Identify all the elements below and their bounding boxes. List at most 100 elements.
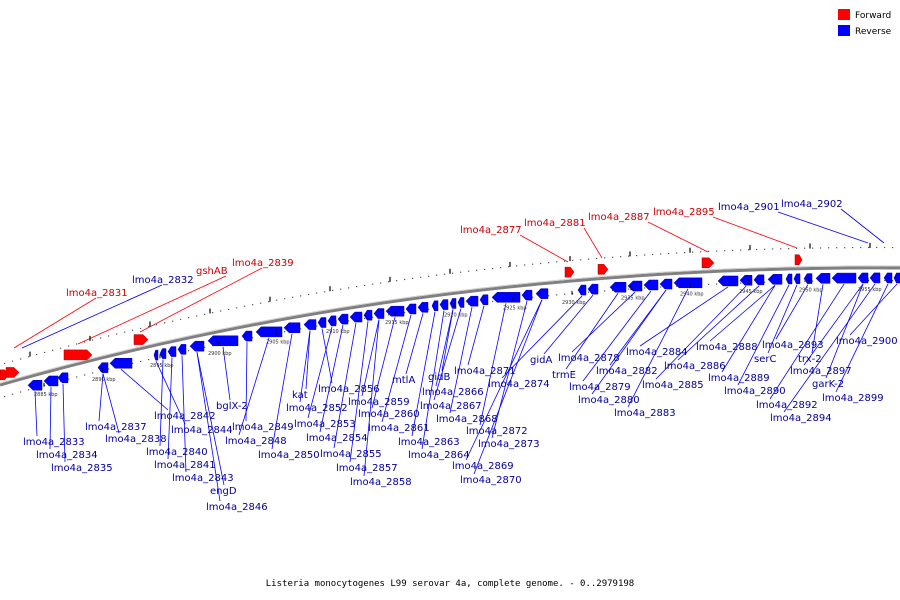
reverse-gene[interactable] bbox=[521, 289, 533, 301]
reverse-gene[interactable] bbox=[337, 313, 349, 325]
reverse-gene-label[interactable]: trx-2 bbox=[798, 354, 822, 365]
forward-gene[interactable] bbox=[794, 254, 803, 266]
reverse-gene[interactable] bbox=[815, 273, 831, 284]
reverse-gene[interactable] bbox=[167, 346, 177, 357]
reverse-gene[interactable] bbox=[431, 300, 439, 311]
reverse-gene-label[interactable]: lmo4a_2882 bbox=[596, 366, 658, 377]
forward-gene[interactable] bbox=[5, 367, 20, 378]
reverse-gene-label[interactable]: bglX-2 bbox=[216, 401, 248, 412]
reverse-gene-label[interactable]: lmo4a_2888 bbox=[696, 342, 758, 353]
reverse-gene[interactable] bbox=[159, 348, 167, 359]
forward-gene-label[interactable]: gshAB bbox=[196, 266, 228, 277]
reverse-gene[interactable] bbox=[363, 309, 373, 321]
forward-gene-label[interactable]: lmo4a_2831 bbox=[66, 288, 128, 299]
reverse-gene-label[interactable]: lmo4a_2868 bbox=[436, 414, 498, 425]
reverse-gene[interactable] bbox=[831, 272, 857, 284]
reverse-gene-label[interactable]: lmo4a_2864 bbox=[408, 450, 470, 461]
reverse-gene-label[interactable]: lmo4a_2852 bbox=[286, 403, 348, 414]
reverse-gene[interactable] bbox=[373, 308, 385, 319]
reverse-gene[interactable] bbox=[207, 335, 239, 347]
reverse-gene[interactable] bbox=[153, 349, 159, 361]
reverse-gene-label[interactable]: lmo4a_2854 bbox=[306, 433, 368, 444]
reverse-gene[interactable] bbox=[405, 303, 417, 315]
reverse-gene[interactable] bbox=[717, 275, 739, 287]
reverse-gene-label[interactable]: lmo4a_2833 bbox=[23, 437, 85, 448]
reverse-gene[interactable] bbox=[349, 311, 363, 323]
reverse-gene[interactable] bbox=[439, 299, 449, 310]
reverse-gene-label[interactable]: trmE bbox=[552, 370, 576, 381]
reverse-gene-label[interactable]: lmo4a_2849 bbox=[232, 422, 294, 433]
reverse-gene[interactable] bbox=[57, 372, 69, 384]
reverse-gene[interactable] bbox=[479, 294, 489, 306]
reverse-gene[interactable] bbox=[643, 279, 659, 291]
forward-gene[interactable] bbox=[701, 257, 715, 269]
reverse-gene[interactable] bbox=[627, 280, 643, 292]
reverse-gene[interactable] bbox=[417, 302, 429, 313]
reverse-gene-label[interactable]: lmo4a_2878 bbox=[558, 353, 620, 364]
reverse-gene-label[interactable]: lmo4a_2859 bbox=[348, 397, 410, 408]
reverse-gene-label[interactable]: lmo4a_2874 bbox=[488, 379, 550, 390]
reverse-gene[interactable] bbox=[857, 272, 869, 284]
forward-gene[interactable] bbox=[597, 264, 609, 275]
reverse-gene-label[interactable]: lmo4a_2837 bbox=[85, 422, 147, 433]
reverse-gene-label[interactable]: lmo4a_2858 bbox=[350, 477, 412, 488]
reverse-gene[interactable] bbox=[577, 284, 587, 296]
reverse-gene[interactable] bbox=[457, 297, 465, 308]
reverse-gene-label[interactable]: lmo4a_2866 bbox=[422, 387, 484, 398]
reverse-gene[interactable] bbox=[609, 281, 627, 293]
reverse-gene-label[interactable]: gidA bbox=[530, 355, 552, 366]
reverse-gene[interactable] bbox=[109, 358, 133, 369]
reverse-gene[interactable] bbox=[43, 375, 59, 387]
reverse-gene[interactable] bbox=[255, 326, 283, 338]
reverse-gene[interactable] bbox=[739, 275, 753, 286]
reverse-gene[interactable] bbox=[97, 362, 109, 373]
reverse-gene-label[interactable]: lmo4a_2884 bbox=[626, 347, 688, 358]
forward-gene-label[interactable]: lmo4a_2902 bbox=[781, 199, 843, 210]
reverse-gene[interactable] bbox=[793, 273, 801, 285]
reverse-gene-label[interactable]: lmo4a_2897 bbox=[790, 366, 852, 377]
reverse-gene-label[interactable]: lmo4a_2846 bbox=[206, 502, 268, 513]
reverse-gene-label[interactable]: lmo4a_2838 bbox=[105, 434, 167, 445]
reverse-gene-label[interactable]: lmo4a_2834 bbox=[36, 450, 98, 461]
reverse-gene-label[interactable]: lmo4a_2893 bbox=[762, 340, 824, 351]
reverse-gene[interactable] bbox=[317, 317, 327, 328]
reverse-gene-label[interactable]: lmo4a_2883 bbox=[614, 408, 676, 419]
reverse-gene[interactable] bbox=[177, 344, 187, 355]
reverse-gene[interactable] bbox=[303, 319, 317, 330]
reverse-gene[interactable] bbox=[283, 322, 301, 333]
reverse-gene-label[interactable]: lmo4a_2873 bbox=[478, 439, 540, 450]
reverse-gene-label[interactable]: lmo4a_2850 bbox=[258, 450, 320, 461]
reverse-gene[interactable] bbox=[27, 379, 43, 391]
reverse-gene-label[interactable]: lmo4a_2841 bbox=[154, 460, 216, 471]
reverse-gene[interactable] bbox=[767, 274, 783, 285]
reverse-gene-label[interactable]: lmo4a_2886 bbox=[664, 361, 726, 372]
reverse-gene[interactable] bbox=[659, 278, 673, 290]
reverse-gene-label[interactable]: mtlA bbox=[392, 375, 415, 386]
reverse-gene[interactable] bbox=[883, 272, 893, 284]
forward-gene-label[interactable]: lmo4a_2839 bbox=[232, 258, 294, 269]
forward-gene[interactable] bbox=[564, 266, 575, 278]
reverse-gene-label[interactable]: lmo4a_2844 bbox=[171, 425, 233, 436]
reverse-gene-label[interactable]: lmo4a_2857 bbox=[336, 463, 398, 474]
reverse-gene-label[interactable]: lmo4a_2889 bbox=[708, 373, 770, 384]
reverse-gene-label[interactable]: lmo4a_2892 bbox=[756, 400, 818, 411]
reverse-gene-label[interactable]: lmo4a_2855 bbox=[320, 449, 382, 460]
reverse-gene[interactable] bbox=[491, 292, 521, 303]
reverse-gene[interactable] bbox=[587, 283, 599, 295]
forward-gene-label[interactable]: lmo4a_2887 bbox=[588, 212, 650, 223]
reverse-gene-label[interactable]: lmo4a_2867 bbox=[420, 401, 482, 412]
forward-gene-label[interactable]: lmo4a_2895 bbox=[653, 207, 715, 218]
reverse-gene-label[interactable]: lmo4a_2870 bbox=[460, 475, 522, 486]
reverse-gene[interactable] bbox=[465, 295, 479, 307]
reverse-gene[interactable] bbox=[327, 315, 337, 327]
reverse-gene-label[interactable]: lmo4a_2853 bbox=[294, 419, 356, 430]
reverse-gene-label[interactable]: lmo4a_2856 bbox=[318, 384, 380, 395]
reverse-gene-label[interactable]: lmo4a_2861 bbox=[368, 423, 430, 434]
forward-gene-label[interactable]: lmo4a_2901 bbox=[718, 202, 780, 213]
reverse-gene-label[interactable]: gidB bbox=[428, 372, 450, 383]
reverse-gene[interactable] bbox=[189, 340, 205, 352]
reverse-gene-label[interactable]: kat bbox=[292, 390, 308, 401]
reverse-gene[interactable] bbox=[449, 298, 457, 309]
reverse-gene-label[interactable]: lmo4a_2869 bbox=[452, 461, 514, 472]
reverse-gene[interactable] bbox=[535, 288, 549, 299]
